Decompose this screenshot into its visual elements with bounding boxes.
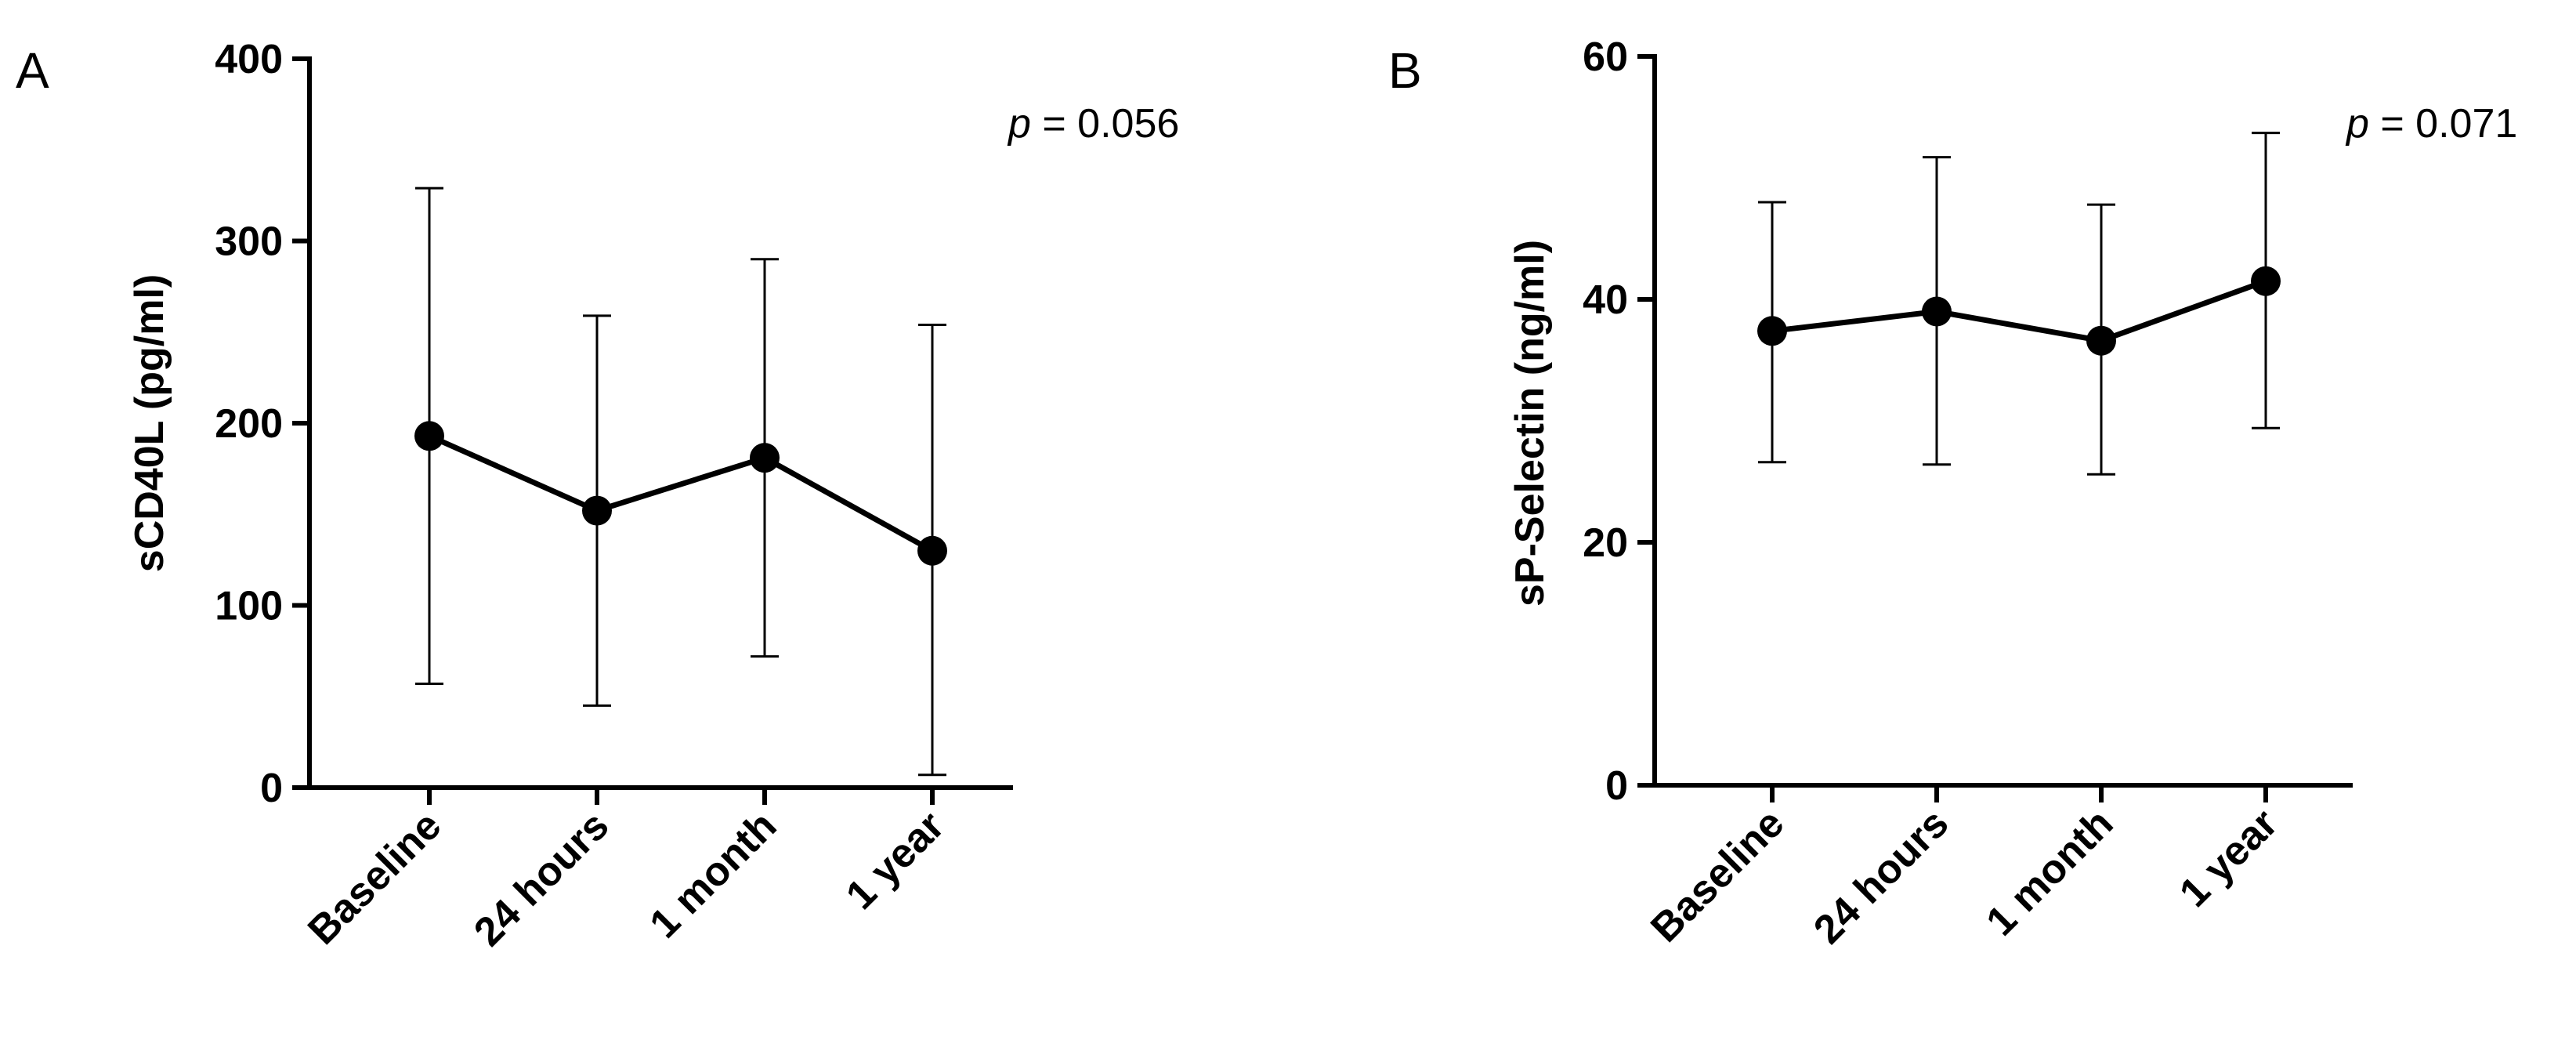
data-point bbox=[582, 495, 612, 526]
data-point bbox=[917, 535, 947, 566]
x-tick-label: 24 hours bbox=[1805, 800, 1957, 952]
x-tick-label: 1 month bbox=[1977, 800, 2122, 944]
y-tick-label: 60 bbox=[1583, 34, 1628, 80]
x-tick-label: Baseline bbox=[299, 802, 450, 953]
data-point bbox=[414, 421, 444, 451]
series-line-b bbox=[1771, 278, 2267, 344]
p-symbol-b: p bbox=[2345, 101, 2369, 147]
p-value-text-a: = 0.056 bbox=[1031, 101, 1179, 147]
y-ticks-a: 0 100 200 300 400 bbox=[215, 37, 309, 811]
x-tick-label: 24 hours bbox=[465, 802, 617, 955]
x-tick-label: 1 month bbox=[641, 802, 785, 947]
y-tick-label: 200 bbox=[215, 401, 283, 447]
y-tick-label: 40 bbox=[1583, 277, 1628, 323]
points-b bbox=[1757, 266, 2281, 356]
x-tick-label: 1 year bbox=[838, 802, 953, 918]
y-tick-label: 0 bbox=[1605, 763, 1628, 809]
data-point bbox=[2251, 266, 2281, 296]
panel-letter-b: B bbox=[1388, 42, 1422, 99]
y-axis-title-a: sCD40L (pg/ml) bbox=[127, 274, 172, 572]
data-point bbox=[2086, 325, 2116, 356]
chart-panel-a: A 0 100 200 300 400 Baseline 24 hours 1 month 1… bbox=[16, 37, 1179, 955]
data-point bbox=[1757, 316, 1787, 346]
p-symbol-a: p bbox=[1007, 101, 1031, 147]
axes-b bbox=[1652, 54, 2353, 788]
y-tick-label: 300 bbox=[215, 219, 283, 265]
data-point bbox=[1922, 296, 1952, 327]
points-a bbox=[414, 421, 947, 566]
x-tick-label: Baseline bbox=[1642, 800, 1793, 951]
x-ticks-b: Baseline 24 hours 1 month 1 year bbox=[1642, 785, 2286, 953]
p-value-text-b: = 0.071 bbox=[2369, 101, 2517, 147]
axes-a bbox=[307, 56, 1013, 790]
y-tick-label: 100 bbox=[215, 584, 283, 629]
p-value-a: p = 0.056 bbox=[1007, 101, 1179, 147]
panel-letter-a: A bbox=[16, 42, 49, 99]
y-tick-label: 20 bbox=[1583, 520, 1628, 566]
x-ticks-a: Baseline 24 hours 1 month 1 year bbox=[299, 788, 953, 955]
y-ticks-b: 0 20 40 60 bbox=[1583, 34, 1655, 809]
y-tick-label: 400 bbox=[215, 37, 283, 82]
series-line-a bbox=[428, 433, 934, 553]
data-point bbox=[750, 443, 780, 473]
p-value-b: p = 0.071 bbox=[2345, 101, 2517, 147]
y-tick-label: 0 bbox=[260, 766, 283, 811]
x-tick-label: 1 year bbox=[2171, 800, 2286, 915]
y-axis-title-b: sP-Selectin (ng/ml) bbox=[1507, 240, 1553, 607]
